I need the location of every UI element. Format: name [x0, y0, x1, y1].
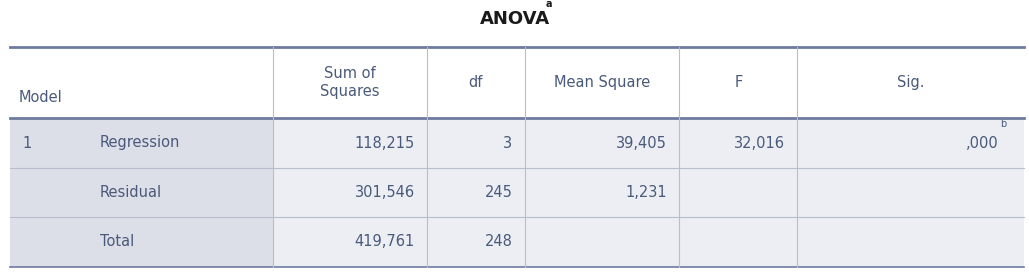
Text: 3: 3	[503, 136, 512, 150]
Text: a: a	[545, 0, 552, 9]
Text: ,000: ,000	[965, 136, 998, 150]
Text: 248: 248	[485, 235, 512, 249]
Bar	[10, 168, 1024, 217]
Text: Mean Square: Mean Square	[554, 75, 650, 90]
Text: Total: Total	[100, 235, 134, 249]
Bar	[10, 168, 273, 217]
Bar	[10, 118, 1024, 168]
Text: Model: Model	[19, 89, 63, 104]
Text: b: b	[1000, 119, 1006, 129]
Bar	[10, 118, 273, 168]
Text: 39,405: 39,405	[616, 136, 667, 150]
Text: df: df	[469, 75, 483, 90]
Text: 1: 1	[23, 136, 32, 150]
Text: ANOVA: ANOVA	[480, 10, 549, 28]
Text: 1,231: 1,231	[626, 185, 667, 200]
Text: 32,016: 32,016	[734, 136, 785, 150]
Text: 245: 245	[485, 185, 512, 200]
Text: 118,215: 118,215	[354, 136, 415, 150]
Text: Residual: Residual	[100, 185, 162, 200]
Text: 419,761: 419,761	[354, 235, 415, 249]
Text: F: F	[734, 75, 743, 90]
Bar	[10, 217, 1024, 267]
Text: Sum of
Squares: Sum of Squares	[320, 66, 380, 99]
Bar	[10, 47, 1024, 118]
Text: Regression: Regression	[100, 136, 180, 150]
Text: Sig.: Sig.	[897, 75, 924, 90]
Text: 301,546: 301,546	[355, 185, 415, 200]
Bar	[10, 217, 273, 267]
